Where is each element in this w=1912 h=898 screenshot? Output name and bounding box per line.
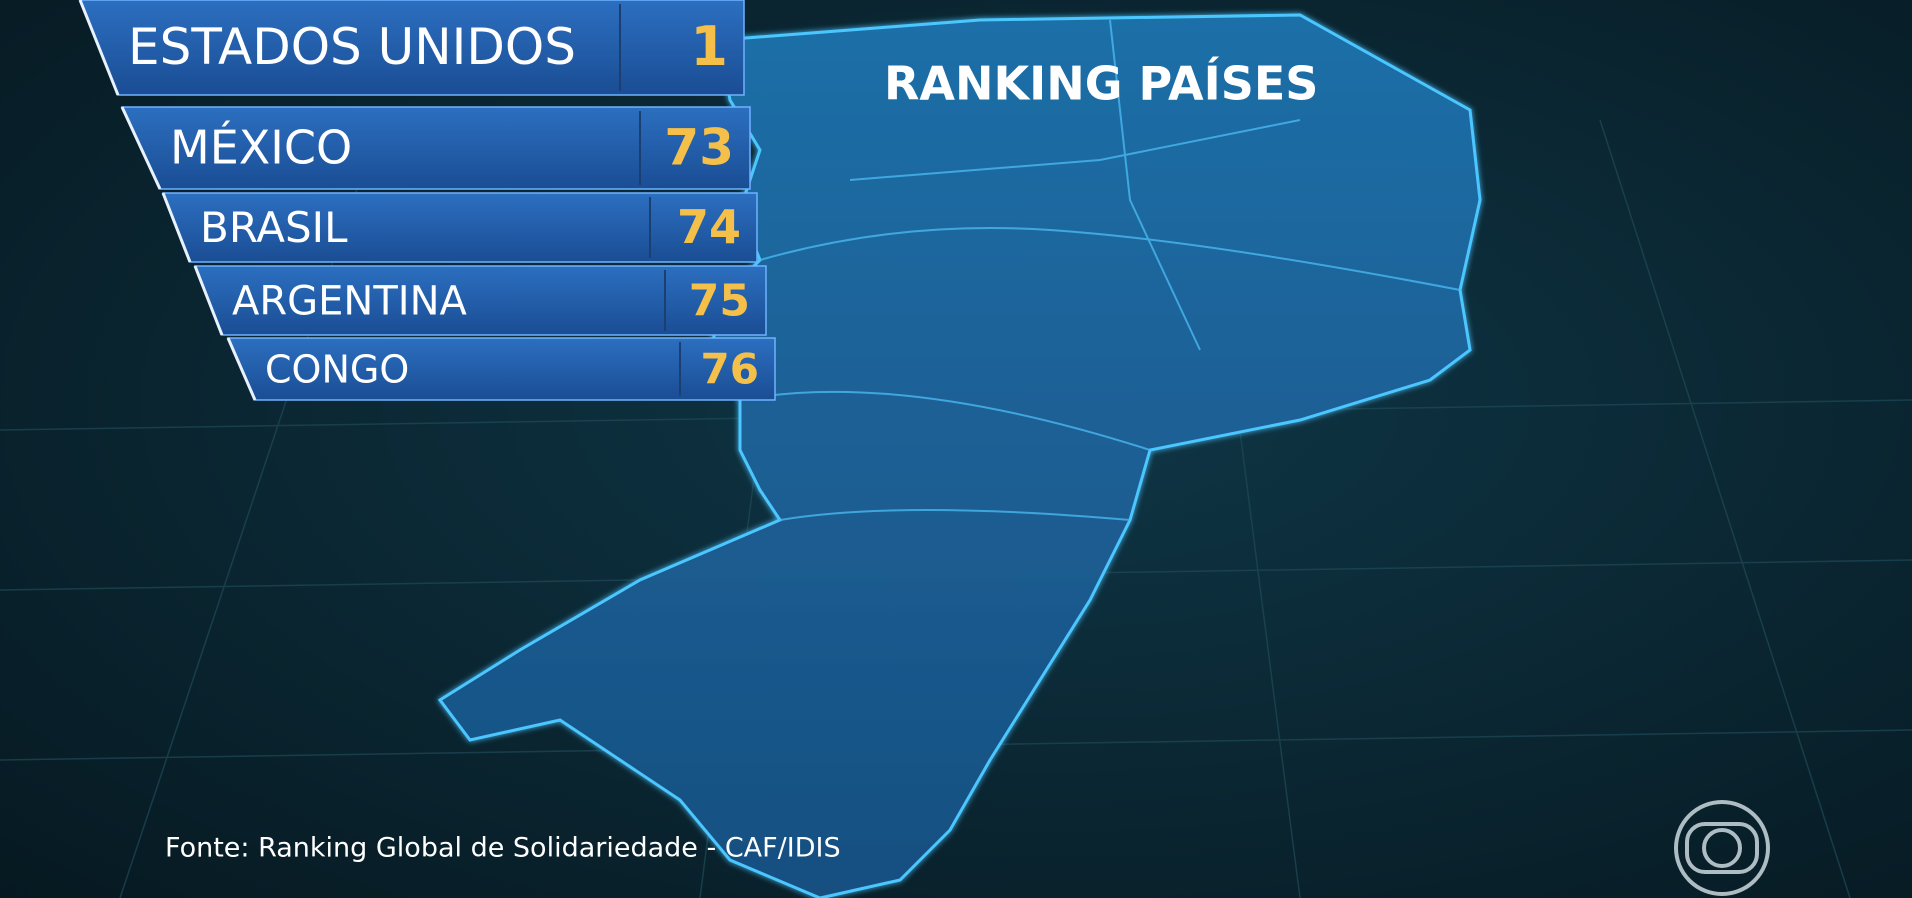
- country-name: ESTADOS UNIDOS: [128, 18, 576, 76]
- row-edge: [226, 337, 257, 401]
- broadcaster-logo: [1674, 800, 1770, 896]
- row-edge: [161, 192, 192, 263]
- row-edge: [193, 265, 224, 336]
- country-name: CONGO: [265, 348, 409, 392]
- rank-number: 74: [677, 200, 741, 254]
- country-name: ARGENTINA: [232, 279, 468, 325]
- ranking-row: BRASIL 74: [161, 192, 758, 263]
- rank-number: 76: [701, 345, 759, 394]
- ranking-row: MÉXICO 73: [120, 106, 751, 190]
- country-name: MÉXICO: [170, 121, 352, 175]
- ranking-row: CONGO 76: [226, 337, 776, 401]
- ranking-row: ARGENTINA 75: [193, 265, 767, 336]
- ranking-list: ESTADOS UNIDOS 1 MÉXICO 73 BRASIL 74 ARGENTINA…: [78, 0, 776, 401]
- country-name: BRASIL: [200, 203, 348, 252]
- rank-number: 75: [689, 276, 750, 327]
- map-borders: [739, 19, 1461, 521]
- rank-number: 1: [690, 15, 728, 78]
- title: RANKING PAÍSES: [884, 57, 1318, 111]
- ranking-row: ESTADOS UNIDOS 1: [78, 0, 745, 96]
- row-edge: [120, 106, 162, 190]
- rank-number: 73: [664, 119, 734, 177]
- row-edge: [78, 0, 120, 96]
- source: Fonte: Ranking Global de Solidariedade -…: [165, 833, 841, 864]
